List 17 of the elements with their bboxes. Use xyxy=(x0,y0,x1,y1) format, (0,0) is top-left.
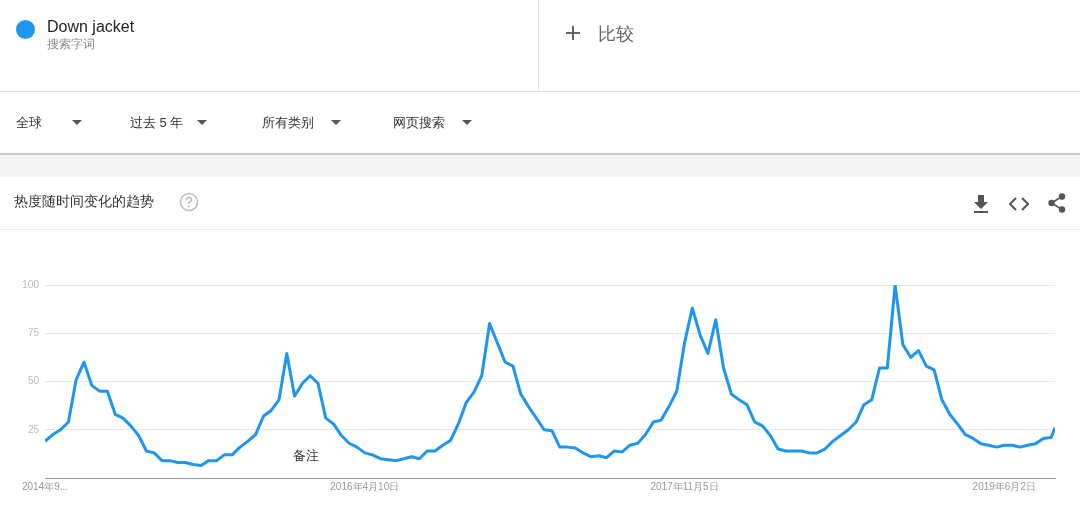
text: 搜索字词 xyxy=(47,37,95,51)
y-tick-label: 25 xyxy=(27,423,40,435)
text: 所有类别 xyxy=(262,115,314,130)
text: 网页搜索 xyxy=(393,115,445,130)
y-tick-label: 75 xyxy=(27,327,40,338)
annotation: 备注 xyxy=(293,448,319,463)
x-tick-label: 2017年11月5日 xyxy=(650,480,719,492)
text: 过去 5 年 xyxy=(130,115,184,130)
text: 全球 xyxy=(16,115,42,130)
x-tick-label: 2016年4月10日 xyxy=(330,480,400,492)
y-tick-label: 50 xyxy=(27,375,40,387)
legend-label: Down jacket xyxy=(47,18,135,35)
x-tick-label: 2014年9... xyxy=(21,480,69,492)
text: 比较 xyxy=(598,24,634,44)
y-tick-label: 100 xyxy=(22,278,40,290)
chart-title: 热度随时间变化的趋势 xyxy=(14,193,154,209)
x-tick-label: 2019年6月2日 xyxy=(972,480,1036,492)
